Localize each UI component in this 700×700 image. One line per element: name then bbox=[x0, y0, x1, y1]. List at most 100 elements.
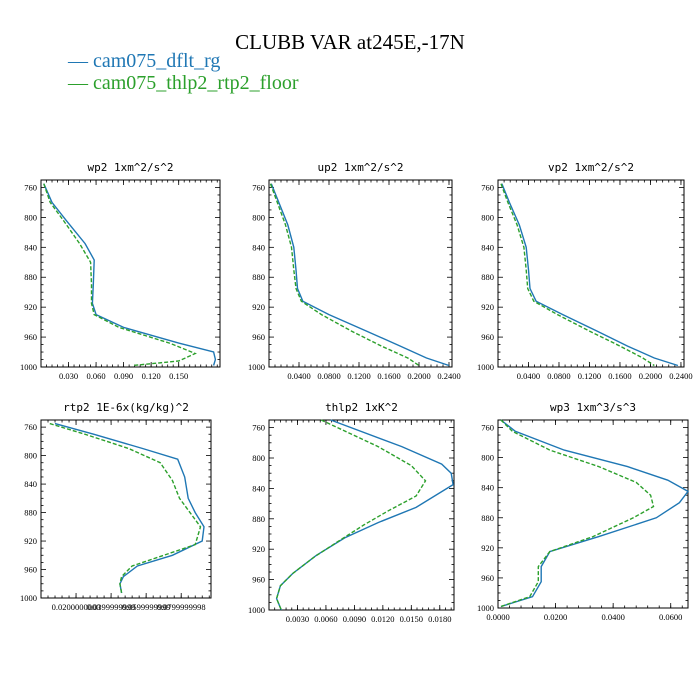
plot-frame bbox=[497, 419, 689, 609]
plot-frame bbox=[40, 179, 221, 368]
legend-label: cam075_thlp2_rtp2_floor bbox=[93, 72, 299, 94]
legend-swatch: — bbox=[68, 72, 88, 94]
chart-panel: vp2 1xm^2/s^2 760 800 840 880 920 960 1000 0.040… bbox=[477, 161, 693, 381]
y-tick-label: 800 bbox=[24, 212, 37, 222]
y-tick-label: 920 bbox=[481, 543, 494, 553]
chart-panel: rtp2 1E-6x(kg/kg)^2 760 800 840 880 920 960 100… bbox=[20, 401, 212, 612]
plot-frame bbox=[268, 419, 455, 611]
series-line bbox=[49, 422, 202, 594]
y-tick-label: 760 bbox=[24, 422, 37, 432]
y-tick-label: 800 bbox=[24, 451, 37, 461]
x-tick-label: 0.0120 bbox=[371, 614, 394, 624]
x-tick-label: 0.2400 bbox=[669, 371, 692, 381]
y-tick-label: 840 bbox=[481, 242, 494, 252]
y-tick-label: 880 bbox=[481, 513, 494, 523]
x-tick-label: 0.0090 bbox=[343, 614, 366, 624]
panel-title: wp2 1xm^2/s^2 bbox=[87, 161, 173, 174]
x-tick-label: 0.0600 bbox=[659, 612, 682, 622]
series-line bbox=[54, 422, 205, 594]
y-tick-label: 880 bbox=[252, 514, 265, 524]
y-tick-label: 840 bbox=[252, 483, 265, 493]
series-line bbox=[500, 419, 690, 608]
x-tick-label: 0.0060 bbox=[314, 614, 337, 624]
y-tick-label: 760 bbox=[481, 182, 494, 192]
x-tick-label: 0.0599999999 bbox=[122, 602, 171, 612]
y-tick-label: 800 bbox=[252, 212, 265, 222]
y-tick-label: 800 bbox=[481, 453, 494, 463]
series-line bbox=[275, 419, 427, 611]
series-line bbox=[269, 183, 420, 367]
y-tick-label: 840 bbox=[252, 242, 265, 252]
y-tick-label: 760 bbox=[481, 423, 494, 433]
y-tick-label: 1000 bbox=[20, 362, 37, 372]
y-tick-label: 760 bbox=[24, 182, 37, 192]
y-tick-label: 760 bbox=[252, 423, 265, 433]
series-line bbox=[43, 183, 217, 366]
y-tick-label: 1000 bbox=[20, 593, 37, 603]
legend-item: — cam075_thlp2_rtp2_floor bbox=[68, 72, 299, 95]
legend-swatch: — bbox=[68, 50, 88, 72]
panel-title: wp3 1xm^3/s^3 bbox=[550, 401, 636, 414]
y-tick-label: 840 bbox=[24, 242, 37, 252]
y-tick-label: 960 bbox=[252, 575, 265, 585]
x-tick-label: 0.0150 bbox=[400, 614, 423, 624]
y-tick-label: 1000 bbox=[477, 603, 494, 613]
x-tick-label: 0.2000 bbox=[639, 371, 662, 381]
series-line bbox=[500, 183, 655, 367]
x-tick-label: 0.0800 bbox=[317, 371, 340, 381]
x-tick-label: 0.0030 bbox=[286, 614, 309, 624]
y-tick-label: 880 bbox=[24, 272, 37, 282]
plot-frame bbox=[268, 179, 453, 368]
series-line bbox=[501, 183, 679, 367]
y-tick-label: 840 bbox=[24, 479, 37, 489]
legend-item: — cam075_dflt_rg bbox=[68, 50, 220, 73]
x-tick-label: 0.1600 bbox=[377, 371, 400, 381]
x-tick-label: 0.0400 bbox=[517, 371, 540, 381]
x-tick-label: 0.2000 bbox=[407, 371, 430, 381]
x-tick-label: 0.090 bbox=[114, 371, 133, 381]
y-tick-label: 840 bbox=[481, 483, 494, 493]
x-tick-label: 0.1600 bbox=[608, 371, 631, 381]
y-tick-label: 800 bbox=[252, 453, 265, 463]
y-tick-label: 920 bbox=[252, 302, 265, 312]
chart-panel: up2 1xm^2/s^2 760 800 840 880 920 960 1000 0.040… bbox=[248, 161, 461, 381]
chart-panel: wp2 1xm^2/s^2 760 800 840 880 920 960 1000 0.030… bbox=[20, 161, 221, 381]
x-tick-label: 0.1200 bbox=[578, 371, 601, 381]
panel-title: rtp2 1E-6x(kg/kg)^2 bbox=[63, 401, 189, 414]
series-line bbox=[270, 183, 450, 367]
y-tick-label: 960 bbox=[24, 332, 37, 342]
x-tick-label: 0.0180 bbox=[428, 614, 451, 624]
x-tick-label: 0.0799999998 bbox=[157, 602, 206, 612]
y-tick-label: 1000 bbox=[248, 362, 265, 372]
plot-frame bbox=[40, 419, 212, 599]
y-tick-label: 960 bbox=[252, 332, 265, 342]
x-tick-label: 0.2400 bbox=[437, 371, 460, 381]
series-line bbox=[500, 419, 655, 608]
x-tick-label: 0.1200 bbox=[347, 371, 370, 381]
y-tick-label: 1000 bbox=[477, 362, 494, 372]
x-tick-label: 0.150 bbox=[169, 371, 188, 381]
x-tick-label: 0.120 bbox=[142, 371, 161, 381]
y-tick-label: 920 bbox=[24, 536, 37, 546]
y-tick-label: 960 bbox=[481, 573, 494, 583]
y-tick-label: 960 bbox=[481, 332, 494, 342]
x-tick-label: 0.0399999999 bbox=[87, 602, 136, 612]
y-tick-label: 880 bbox=[481, 272, 494, 282]
x-tick-label: 0.0800 bbox=[547, 371, 570, 381]
x-tick-label: 0.030 bbox=[59, 371, 78, 381]
series-line bbox=[275, 419, 454, 611]
series-line bbox=[43, 183, 197, 367]
chart-title: CLUBB VAR at245E,-17N bbox=[235, 30, 465, 54]
panel-title: vp2 1xm^2/s^2 bbox=[548, 161, 634, 174]
panel-title: thlp2 1xK^2 bbox=[325, 401, 398, 414]
y-tick-label: 800 bbox=[481, 212, 494, 222]
x-tick-label: 0.0200 bbox=[544, 612, 567, 622]
x-tick-label: 0.0400 bbox=[287, 371, 310, 381]
y-tick-label: 1000 bbox=[248, 605, 265, 615]
y-tick-label: 880 bbox=[24, 508, 37, 518]
chart-panel: wp3 1xm^3/s^3 760 800 840 880 920 960 10000.000… bbox=[477, 401, 690, 622]
y-tick-label: 880 bbox=[252, 272, 265, 282]
x-tick-label: 0.0000 bbox=[486, 612, 509, 622]
y-tick-label: 920 bbox=[24, 302, 37, 312]
